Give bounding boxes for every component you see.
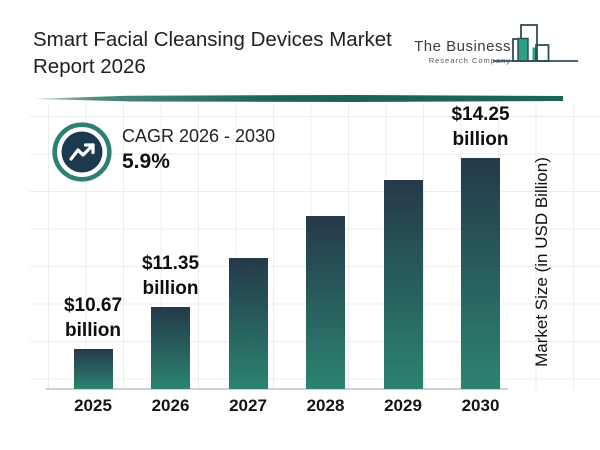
bar-2029 <box>383 180 423 389</box>
value-label-2025: $10.67 billion <box>63 295 123 341</box>
x-tick-label-2028: 2028 <box>306 396 345 415</box>
x-tick-label-2025: 2025 <box>74 396 112 415</box>
brand-logo: The Business Research Company <box>414 8 585 72</box>
logo-name: The Business <box>414 38 511 55</box>
x-tick-label-2030: 2030 <box>461 396 500 415</box>
x-tick-label-2026: 2026 <box>151 396 190 415</box>
value-label-2030: $14.25 billion <box>451 104 510 150</box>
x-axis-line <box>46 388 508 390</box>
logo-subtitle: Research Company <box>428 56 511 65</box>
cagr-value: 5.9% <box>122 150 170 173</box>
x-tick-label-2027: 2027 <box>229 396 267 415</box>
cagr-period-label: CAGR 2026 - 2030 <box>122 126 276 146</box>
logo-bar-chart-icon <box>493 24 578 62</box>
y-axis-title: Market Size (in USD Billion) <box>532 157 551 367</box>
trending-up-icon <box>52 122 112 182</box>
bar-2025 <box>73 349 113 389</box>
bar-2030 <box>461 158 500 389</box>
x-tick-label-2029: 2029 <box>384 396 422 415</box>
value-label-2026: $11.35 billion <box>141 253 200 299</box>
bar-2028 <box>306 216 345 389</box>
page-title: Smart Facial Cleansing Devices Market Re… <box>33 28 392 78</box>
header-divider <box>33 95 563 102</box>
bar-2026 <box>151 307 190 389</box>
bar-2027 <box>228 258 268 389</box>
